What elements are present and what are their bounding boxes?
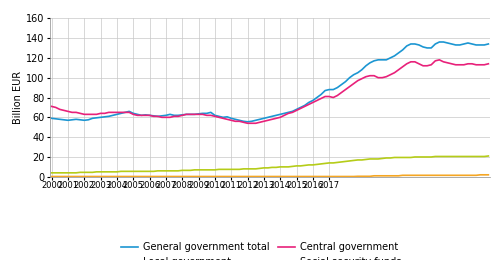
Social security funds xyxy=(94,175,100,178)
Line: General government total: General government total xyxy=(52,42,488,122)
Social security funds xyxy=(482,173,488,176)
Central government xyxy=(48,105,54,108)
Central government xyxy=(244,122,250,125)
General government total xyxy=(244,120,250,123)
Central government xyxy=(486,62,492,65)
General government total xyxy=(400,48,406,51)
Social security funds xyxy=(486,173,492,176)
Social security funds xyxy=(424,174,430,177)
Line: Local government: Local government xyxy=(52,156,488,173)
General government total xyxy=(428,46,434,49)
Central government xyxy=(436,58,442,61)
Local government xyxy=(118,170,124,173)
General government total xyxy=(257,118,263,121)
Social security funds xyxy=(48,175,54,178)
Central government xyxy=(440,60,446,63)
General government total xyxy=(436,40,442,43)
Central government xyxy=(94,113,100,116)
General government total xyxy=(440,40,446,43)
Central government xyxy=(428,63,434,66)
Local government xyxy=(486,154,492,158)
Local government xyxy=(424,155,430,159)
Line: Central government: Central government xyxy=(52,60,488,123)
General government total xyxy=(118,112,124,115)
Line: Social security funds: Social security funds xyxy=(52,175,488,177)
Social security funds xyxy=(118,175,124,178)
Central government xyxy=(400,65,406,68)
General government total xyxy=(94,116,100,119)
Social security funds xyxy=(396,174,402,177)
Local government xyxy=(48,171,54,174)
General government total xyxy=(486,42,492,46)
Local government xyxy=(252,167,258,171)
Local government xyxy=(396,156,402,159)
General government total xyxy=(48,117,54,120)
Local government xyxy=(477,155,483,158)
Social security funds xyxy=(477,173,483,176)
Y-axis label: Billion EUR: Billion EUR xyxy=(13,71,23,124)
Central government xyxy=(257,121,263,124)
Local government xyxy=(94,170,100,173)
Social security funds xyxy=(252,175,258,178)
Central government xyxy=(118,111,124,114)
Legend: General government total, Local government, Central government, Social security : General government total, Local governme… xyxy=(121,242,402,260)
